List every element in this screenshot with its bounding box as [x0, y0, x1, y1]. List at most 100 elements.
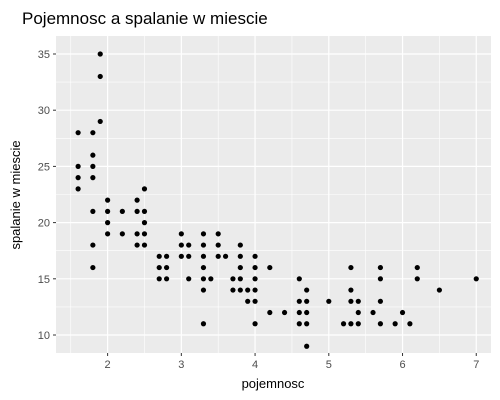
data-point — [163, 253, 170, 259]
data-point — [200, 242, 207, 248]
data-point — [141, 231, 148, 237]
chart-title: Pojemnosc a spalanie w miescie — [22, 9, 268, 28]
data-point — [90, 152, 96, 158]
x-tick-label: 5 — [326, 359, 332, 371]
data-point — [186, 276, 192, 282]
data-point — [200, 231, 207, 237]
data-point — [186, 253, 192, 259]
data-point — [296, 298, 302, 304]
data-point — [156, 264, 162, 271]
data-point — [252, 298, 258, 304]
data-point — [377, 321, 384, 327]
data-point — [245, 287, 251, 293]
data-point — [377, 298, 384, 304]
data-point — [119, 231, 125, 237]
x-tick-label: 7 — [473, 359, 479, 371]
data-point — [97, 73, 103, 80]
data-point — [134, 242, 140, 248]
data-point — [392, 321, 398, 327]
data-point — [355, 298, 361, 304]
data-point — [281, 309, 288, 316]
data-point — [348, 321, 354, 327]
x-tick-label: 3 — [178, 359, 184, 371]
data-point — [340, 321, 347, 327]
y-tick-label: 15 — [38, 274, 50, 286]
data-point — [237, 287, 243, 293]
data-point — [304, 321, 310, 327]
y-tick-label: 20 — [38, 218, 50, 230]
x-tick-label: 6 — [399, 359, 405, 371]
data-points — [75, 51, 479, 349]
data-point — [237, 242, 243, 248]
data-point — [348, 298, 354, 304]
data-point — [75, 186, 81, 192]
data-point — [90, 175, 96, 181]
data-point — [141, 242, 148, 248]
data-point — [252, 276, 258, 282]
data-point — [370, 309, 376, 316]
data-point — [215, 242, 221, 248]
data-point — [163, 276, 170, 282]
data-point — [414, 264, 420, 271]
data-point — [348, 264, 354, 271]
data-point — [230, 287, 236, 293]
data-point — [141, 186, 148, 192]
data-point — [296, 321, 302, 327]
data-point — [267, 309, 273, 316]
data-point — [252, 253, 258, 259]
data-point — [178, 242, 184, 248]
data-point — [90, 163, 96, 169]
data-point — [252, 264, 258, 271]
data-point — [355, 321, 361, 327]
data-point — [105, 197, 111, 203]
data-point — [105, 208, 111, 214]
y-tick-label: 10 — [38, 330, 50, 342]
data-point — [119, 208, 125, 214]
axis-ticks — [53, 53, 477, 356]
data-point — [304, 309, 310, 316]
data-point — [134, 231, 140, 237]
data-point — [296, 276, 302, 282]
data-point — [414, 276, 420, 282]
data-point — [304, 343, 310, 349]
data-point — [296, 309, 302, 316]
data-point — [200, 276, 207, 282]
data-point — [97, 118, 103, 125]
data-point — [156, 276, 162, 282]
data-point — [75, 175, 81, 181]
data-point — [97, 51, 103, 57]
y-axis-title: spalanie w miescie — [8, 140, 23, 249]
data-point — [90, 208, 96, 214]
data-point — [141, 208, 148, 214]
data-point — [326, 298, 332, 304]
data-point — [105, 231, 111, 237]
data-point — [230, 276, 236, 282]
data-point — [163, 264, 170, 271]
x-tick-label: 2 — [105, 359, 111, 371]
data-point — [399, 309, 406, 316]
y-tick-label: 25 — [38, 161, 50, 173]
data-point — [304, 298, 310, 304]
data-point — [75, 130, 81, 136]
data-point — [348, 287, 354, 293]
data-point — [200, 287, 207, 293]
data-point — [134, 208, 140, 214]
data-point — [215, 231, 221, 237]
data-point — [200, 264, 207, 271]
data-point — [237, 253, 243, 259]
data-point — [407, 321, 413, 327]
data-point — [215, 253, 221, 259]
data-point — [355, 309, 361, 316]
data-point — [200, 253, 207, 259]
data-point — [267, 264, 273, 271]
data-point — [105, 220, 111, 226]
data-point — [200, 321, 207, 327]
data-point — [90, 130, 96, 136]
y-tick-label: 35 — [38, 49, 50, 61]
data-point — [90, 264, 96, 271]
data-point — [186, 242, 192, 248]
data-point — [237, 264, 243, 271]
data-point — [237, 276, 243, 282]
data-point — [436, 287, 442, 293]
